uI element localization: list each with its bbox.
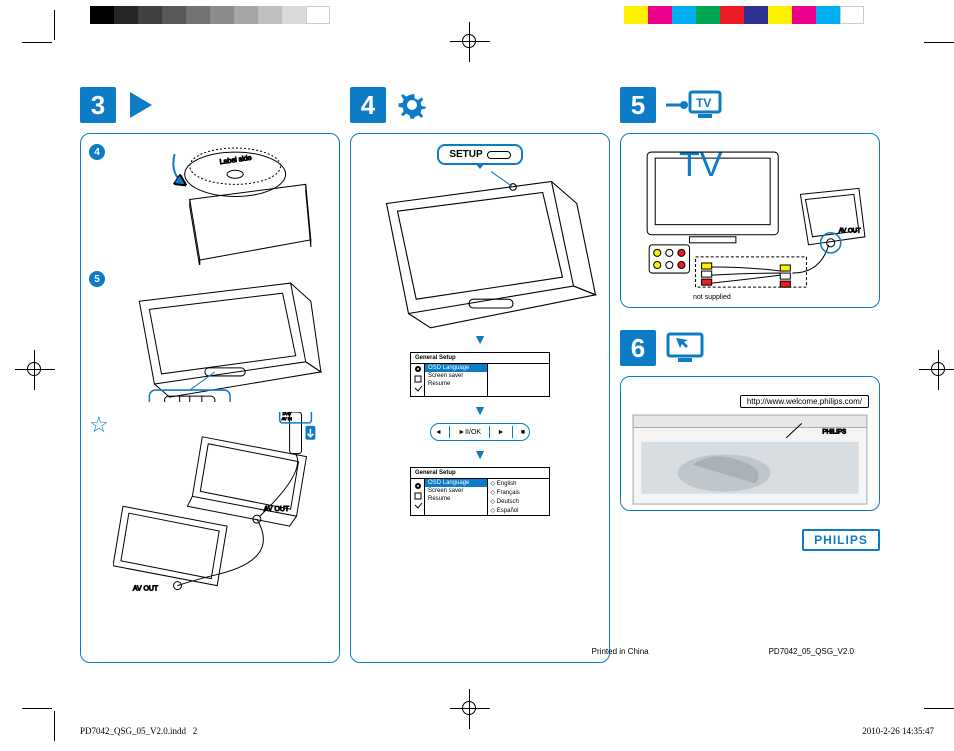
- step-3-header: 3: [80, 85, 340, 125]
- crop-mark: [22, 708, 52, 709]
- step-5-header: 5 TV: [620, 85, 880, 125]
- step-number: 4: [350, 87, 386, 123]
- indd-file: PD7042_QSG_05_V2.0.indd: [80, 726, 186, 736]
- menu-item: Screen saver: [425, 487, 487, 495]
- doc-id-label: PD7042_05_QSG_V2.0: [769, 647, 854, 656]
- nav-stop-icon: ■: [521, 429, 525, 436]
- tv-screen-label: TV: [679, 146, 722, 185]
- svg-text:PHILIPS: PHILIPS: [822, 429, 846, 436]
- menu-general-setup-2: General Setup OSD Language Screen saver …: [410, 467, 550, 516]
- menu-option: ◇ English: [488, 479, 550, 488]
- arrow-down-icon: ▼: [473, 447, 487, 461]
- step-number: 5: [620, 87, 656, 123]
- substep-dot: 5: [89, 271, 105, 287]
- svg-text:AV OUT: AV OUT: [264, 506, 290, 513]
- color-bar-cmyk: [624, 6, 864, 24]
- not-supplied-label: not supplied: [693, 294, 731, 301]
- menu-option: ◇ Español: [488, 506, 550, 515]
- nav-control-strip: ◄ ►II/OK ► ■: [430, 423, 530, 441]
- svg-text:AV OUT: AV OUT: [133, 586, 159, 591]
- panel-step-4: SETUP ▼ General Setup: [350, 133, 610, 663]
- url-box: http://www.welcome.philips.com/: [740, 395, 869, 408]
- menu-item: Resume: [425, 380, 487, 388]
- content-area: 3 4 Label side: [80, 85, 880, 665]
- step-4-header: 4: [350, 85, 610, 125]
- column-3: 5 TV TV: [620, 85, 880, 665]
- svg-text:TV: TV: [696, 96, 711, 110]
- setup-callout: SETUP: [437, 144, 522, 165]
- indd-footer: PD7042_QSG_05_V2.0.indd 2 2010-2-26 14:3…: [80, 726, 934, 736]
- menu-title: General Setup: [411, 353, 549, 364]
- tv-connect-icon: TV: [666, 88, 722, 122]
- crop-mark: [924, 42, 954, 43]
- registration-mark: [450, 689, 490, 729]
- column-2: 4 SETUP: [350, 85, 610, 665]
- panel-step-3: 4 Label side 5: [80, 133, 340, 663]
- menu-item: OSD Language: [425, 364, 487, 372]
- menu-general-setup-1: General Setup OSD Language Screen saver …: [410, 352, 550, 397]
- crop-mark: [54, 711, 55, 741]
- menu-tab-icons: [411, 364, 425, 396]
- setup-label: SETUP: [449, 149, 482, 160]
- step-6-header: 6: [620, 328, 880, 368]
- gear-icon: [396, 89, 428, 121]
- page: 3 4 Label side: [0, 0, 954, 751]
- step-number: 3: [80, 87, 116, 123]
- device-disc-illustration: Label side: [109, 144, 331, 265]
- nav-left-icon: ◄: [435, 429, 442, 436]
- step-number: 6: [620, 330, 656, 366]
- svg-text:AV OUT: AV OUT: [839, 229, 861, 235]
- nav-playok-label: ►II/OK: [458, 429, 481, 436]
- cursor-screen-icon: [666, 332, 704, 364]
- menu-item: OSD Language: [425, 479, 487, 487]
- registration-mark: [450, 22, 490, 62]
- two-devices-illustration: DVD AV IN AV OUT AV O: [113, 412, 331, 591]
- indd-timestamp: 2010-2-26 14:35:47: [862, 726, 934, 736]
- registration-mark: [15, 350, 55, 390]
- indd-page: 2: [193, 726, 198, 736]
- svg-text:AV IN: AV IN: [281, 416, 291, 421]
- svg-text:Label side: Label side: [219, 155, 252, 166]
- color-bar-grayscale: [90, 6, 330, 24]
- device-setup-illustration: [359, 165, 601, 330]
- arrow-down-icon: ▼: [473, 332, 487, 346]
- menu-option: ◇ Français: [488, 488, 550, 497]
- menu-item: Resume: [425, 495, 487, 503]
- panel-step-6: http://www.welcome.philips.com/ PHILIPS: [620, 376, 880, 511]
- column-1: 3 4 Label side: [80, 85, 340, 665]
- crop-mark: [22, 42, 52, 43]
- menu-option: ◇ Deutsch: [488, 497, 550, 506]
- website-screenshot-illustration: PHILIPS: [631, 413, 869, 506]
- menu-tab-icons: [411, 479, 425, 515]
- registration-mark: [919, 350, 954, 390]
- play-icon: [126, 90, 156, 120]
- crop-mark: [54, 10, 55, 40]
- crop-mark: [924, 708, 954, 709]
- substep-dot: 4: [89, 144, 105, 160]
- menu-item: Screen saver: [425, 372, 487, 380]
- footer-labels: Printed in China PD7042_05_QSG_V2.0: [592, 647, 854, 656]
- tv-connection-illustration: AV OUT: [629, 144, 871, 305]
- device-controls-illustration: [109, 271, 331, 402]
- menu-title: General Setup: [411, 468, 549, 479]
- nav-right-icon: ►: [497, 429, 504, 436]
- star-icon: ☆: [89, 412, 109, 438]
- arrow-down-icon: ▼: [473, 403, 487, 417]
- philips-logo: PHILIPS: [802, 529, 880, 551]
- panel-step-5: TV: [620, 133, 880, 308]
- printed-label: Printed in China: [592, 647, 649, 656]
